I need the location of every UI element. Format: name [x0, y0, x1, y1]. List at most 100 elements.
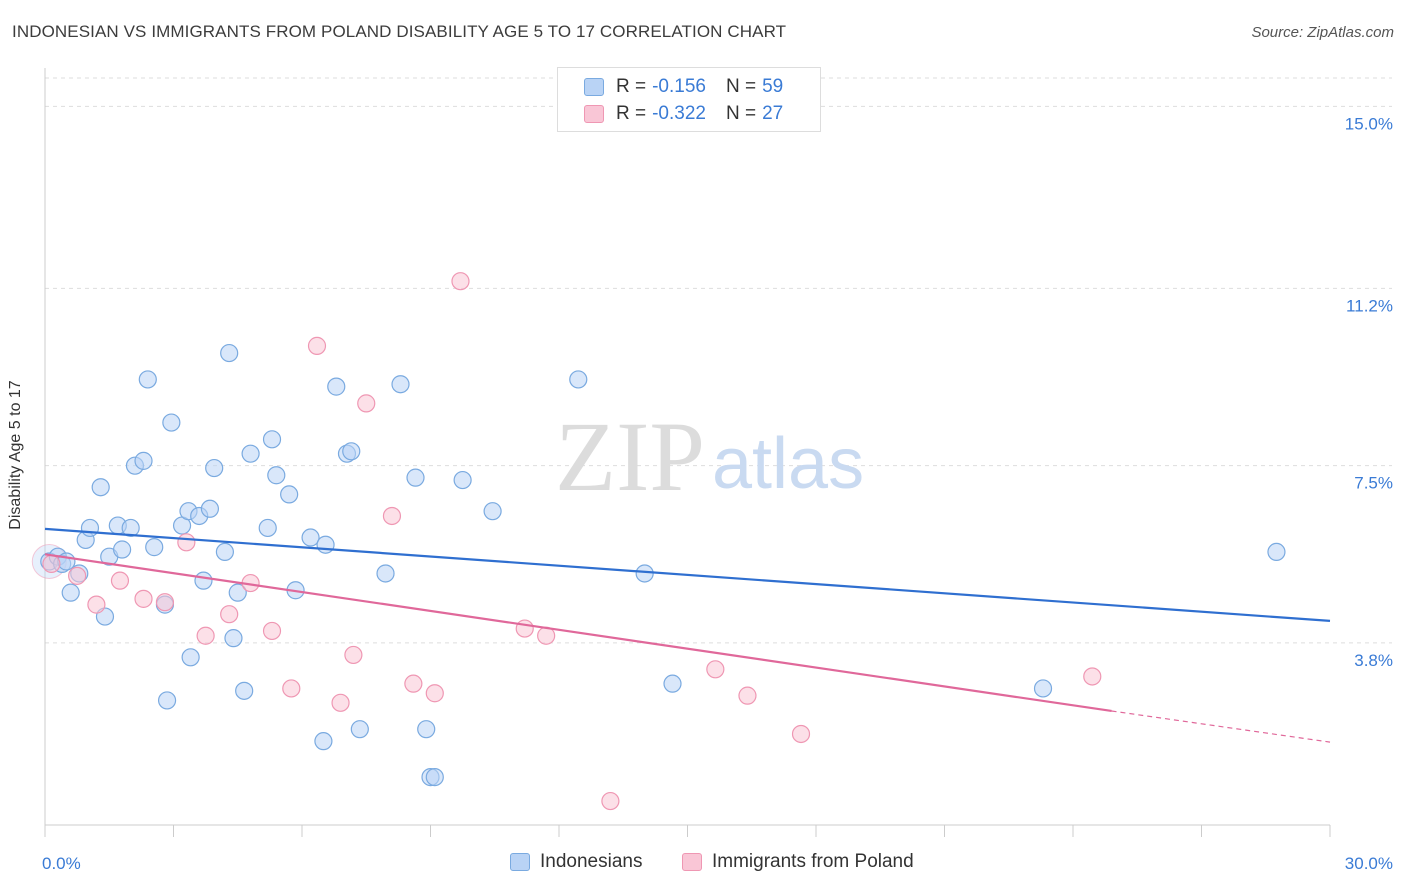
point-indonesians [228, 583, 247, 602]
point-indonesians [121, 518, 140, 538]
point-indonesians [417, 720, 436, 739]
legend-r-label: R = [616, 103, 647, 124]
point-indonesians [267, 466, 286, 485]
point-indonesians [224, 629, 243, 648]
trend-line-indonesians [44, 527, 1331, 622]
chart-source: Source: ZipAtlas.com [1251, 24, 1394, 41]
point-poland [177, 533, 196, 552]
point-poland [42, 554, 61, 573]
watermark: ZIP atlas [555, 401, 864, 512]
point-poland [155, 593, 175, 612]
point-poland [262, 621, 282, 641]
point-indonesians [138, 370, 157, 389]
point-indonesians [112, 540, 132, 559]
point-indonesians [235, 681, 254, 700]
trend-line-extension-poland [1111, 710, 1331, 743]
legend-swatch-pink [682, 853, 702, 871]
point-poland [706, 660, 725, 679]
legend-item-indonesians: Indonesians [510, 851, 642, 873]
y-tick-label: 7.5% [1354, 474, 1393, 493]
watermark-atlas: atlas [712, 424, 864, 504]
point-indonesians [280, 485, 299, 504]
point-poland [382, 506, 402, 526]
legend-swatch-pink [584, 105, 604, 123]
legend-swatch-blue [584, 78, 604, 96]
point-poland [451, 272, 470, 291]
point-indonesians [350, 720, 369, 739]
point-indonesians [1267, 542, 1286, 562]
x-tick-label: 0.0% [42, 854, 81, 873]
point-indonesians [342, 442, 361, 461]
point-indonesians [425, 767, 444, 787]
point-poland [87, 595, 106, 614]
watermark-zip: ZIP [555, 401, 705, 512]
point-indonesians [91, 478, 110, 497]
legend-row-indonesians: R = -0.156 N = 59 [584, 75, 783, 99]
point-poland [220, 605, 239, 624]
point-poland [404, 674, 423, 693]
correlation-legend: R = -0.156 N = 59 R = -0.322 N = 27 [557, 67, 821, 132]
point-indonesians [241, 444, 260, 463]
legend-n-value: 59 [762, 76, 784, 97]
axis-layer [44, 68, 1331, 837]
point-indonesians [205, 458, 224, 478]
legend-r-value: -0.156 [652, 76, 706, 97]
point-poland [307, 336, 327, 355]
point-poland [196, 626, 215, 645]
point-indonesians [80, 518, 100, 538]
point-poland [738, 686, 757, 705]
point-poland [357, 394, 376, 413]
point-poland [134, 589, 153, 608]
y-tick-label: 3.8% [1354, 651, 1393, 670]
point-poland [791, 724, 811, 744]
point-indonesians [453, 470, 472, 490]
point-indonesians [391, 375, 410, 394]
legend-label-indonesians: Indonesians [540, 851, 643, 872]
trend-line-poland [44, 553, 1112, 713]
tick-label-layer: 3.8% 7.5% 11.2% 15.0% 0.0% 30.0% [42, 114, 1393, 873]
point-indonesians [258, 518, 277, 538]
point-indonesians [314, 732, 333, 751]
y-axis-label: Disability Age 5 to 17 [7, 380, 24, 530]
point-poland [515, 619, 534, 638]
point-indonesians [262, 430, 282, 449]
point-indonesians [569, 370, 588, 389]
point-poland [344, 645, 363, 665]
point-indonesians [145, 538, 164, 557]
legend-item-poland: Immigrants from Poland [682, 851, 914, 873]
x-tick-label: 30.0% [1345, 854, 1393, 873]
point-indonesians [220, 343, 239, 363]
point-poland [110, 571, 130, 590]
point-indonesians [635, 564, 654, 583]
point-poland [68, 566, 87, 585]
point-poland [425, 684, 444, 703]
legend-n-label: N = [725, 103, 757, 124]
point-poland [331, 693, 350, 712]
point-indonesians [194, 571, 213, 590]
point-indonesians [61, 583, 80, 602]
legend-r-label: R = [616, 76, 647, 97]
point-indonesians [181, 648, 200, 667]
point-indonesians [162, 413, 181, 432]
point-indonesians [157, 691, 177, 710]
point-indonesians [134, 451, 153, 470]
point-indonesians [327, 377, 346, 396]
trend-layer [44, 527, 1331, 743]
legend-r-value: -0.322 [652, 103, 706, 124]
legend-row-poland: R = -0.322 N = 27 [584, 102, 783, 126]
point-poland [282, 679, 301, 698]
point-poland [1083, 667, 1102, 686]
chart-title: INDONESIAN VS IMMIGRANTS FROM POLAND DIS… [12, 22, 787, 41]
legend-n-label: N = [725, 76, 757, 97]
y-tick-label: 15.0% [1345, 114, 1393, 133]
grid-layer [45, 77, 1392, 644]
point-indonesians [483, 502, 502, 521]
point-indonesians [1033, 679, 1053, 698]
y-tick-label: 11.2% [1346, 296, 1393, 315]
series-legend: Indonesians Immigrants from Poland [0, 851, 1406, 877]
point-indonesians [200, 499, 220, 518]
point-indonesians [316, 535, 335, 554]
legend-label-poland: Immigrants from Poland [712, 851, 914, 872]
point-indonesians [663, 674, 682, 693]
